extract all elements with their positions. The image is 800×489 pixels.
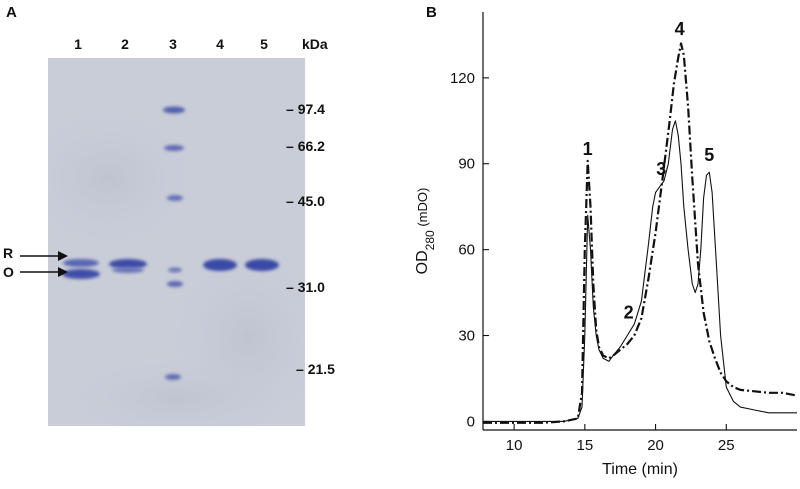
band-lane1-o xyxy=(62,269,100,279)
peak-label-2: 2 xyxy=(624,302,634,322)
marker-label-97-4: – 97.4 xyxy=(286,101,325,117)
x-tick-label: 25 xyxy=(718,437,735,454)
series-line-solid xyxy=(483,120,797,422)
marker-label-21-5: – 21.5 xyxy=(296,361,335,377)
arrow-r-head xyxy=(58,251,68,261)
arrow-o-head xyxy=(58,267,68,277)
marker-value-21-5: 21.5 xyxy=(307,361,335,377)
lane-label-5: 5 xyxy=(260,36,268,52)
peak-label-3: 3 xyxy=(656,159,666,179)
peak-label-1: 1 xyxy=(583,139,593,159)
lane-label-4: 4 xyxy=(216,36,224,52)
marker-band-66-2 xyxy=(164,145,184,151)
band-lane5 xyxy=(245,259,279,271)
marker-value-66-2: 66.2 xyxy=(297,138,325,154)
y-axis-title: OD280 (mDO) xyxy=(414,188,437,275)
y-axis-title-main: OD xyxy=(414,250,431,274)
marker-label-31-0: – 31.0 xyxy=(286,279,325,295)
panel-b-letter: B xyxy=(426,4,437,21)
kda-unit-label: kDa xyxy=(302,36,328,52)
band-label-o: O xyxy=(3,264,14,280)
y-tick-label: 30 xyxy=(458,328,475,345)
marker-label-66-2: – 66.2 xyxy=(286,138,325,154)
lane-label-2: 2 xyxy=(121,36,129,52)
x-axis-title: Time (min) xyxy=(602,461,678,478)
y-axis-title-sub: 280 xyxy=(423,230,437,250)
peak-label-4: 4 xyxy=(675,19,685,39)
marker-band-97-4 xyxy=(163,106,185,114)
marker-band-mid xyxy=(168,267,182,273)
series-line-dash-dot xyxy=(483,42,798,424)
panel-a-letter: A xyxy=(6,4,17,21)
gel-image xyxy=(48,58,305,426)
y-tick-label: 90 xyxy=(458,156,475,173)
y-axis-title-unit: (mDO) xyxy=(415,188,430,231)
lane-label-3: 3 xyxy=(169,36,177,52)
band-label-r: R xyxy=(3,245,14,261)
peak-label-5: 5 xyxy=(704,145,714,165)
band-lane2 xyxy=(109,259,147,269)
x-tick-label: 10 xyxy=(506,437,523,454)
band-lane4 xyxy=(203,259,237,271)
x-tick-label: 20 xyxy=(647,437,664,454)
y-tick-label: 0 xyxy=(467,413,475,430)
marker-label-45-0: – 45.0 xyxy=(286,193,325,209)
y-tick-label: 60 xyxy=(458,242,475,259)
lane-label-1: 1 xyxy=(74,36,82,52)
marker-value-31-0: 31.0 xyxy=(297,279,325,295)
band-lane1-r xyxy=(63,259,99,267)
marker-band-21-5 xyxy=(165,374,181,380)
x-tick-label: 15 xyxy=(576,437,593,454)
y-tick-label: 120 xyxy=(450,70,475,87)
marker-band-31-0 xyxy=(167,281,183,287)
marker-value-97-4: 97.4 xyxy=(297,101,325,117)
marker-band-45-0 xyxy=(167,195,183,201)
band-arrows xyxy=(20,251,68,277)
marker-value-45-0: 45.0 xyxy=(297,193,325,209)
